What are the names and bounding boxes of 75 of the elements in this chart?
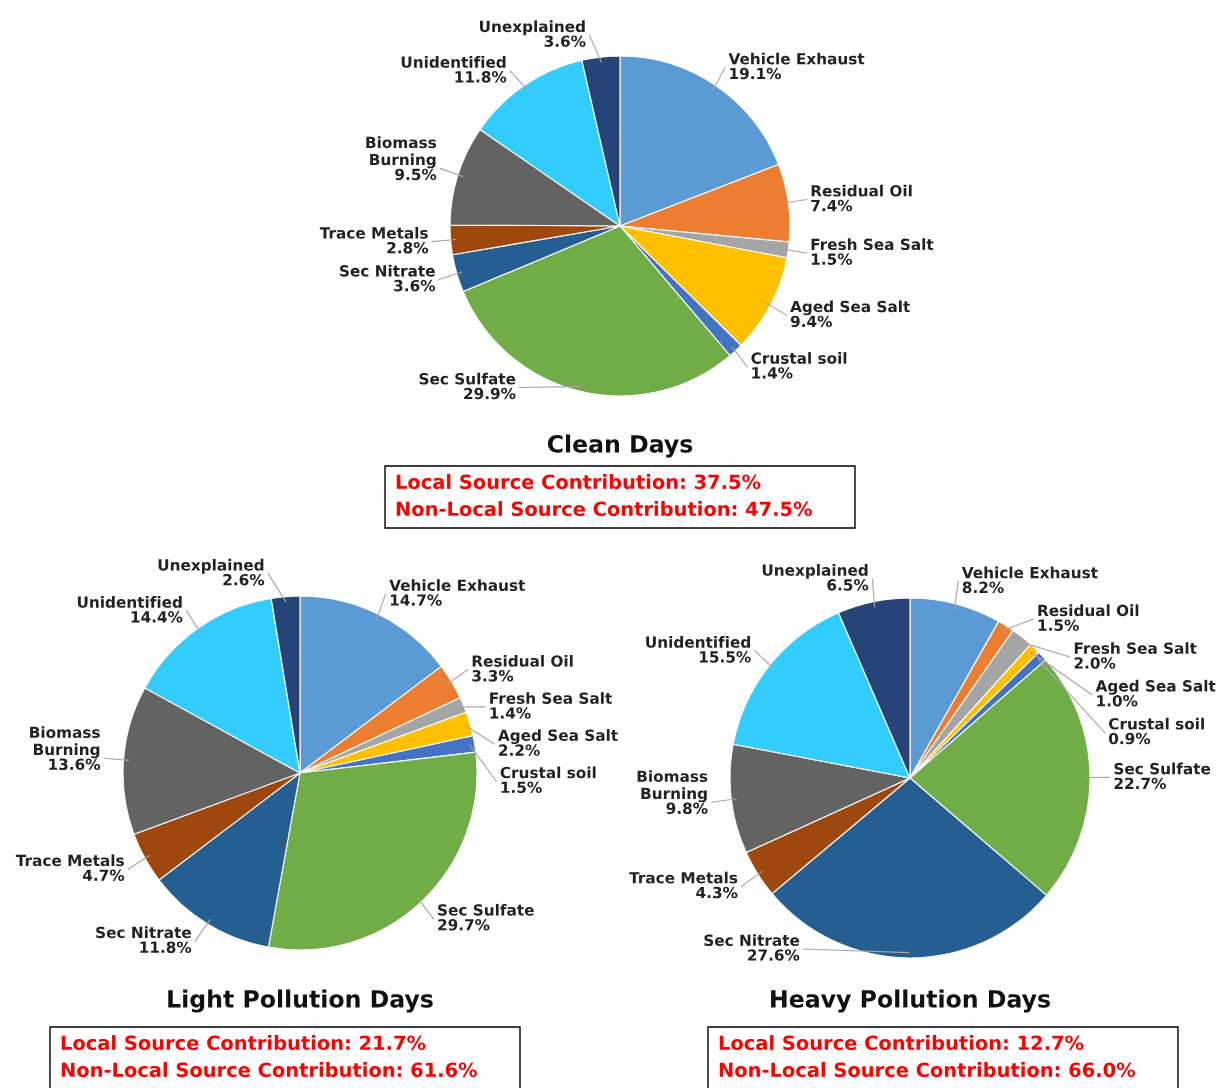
slice-label: Fresh Sea Salt: [490, 692, 612, 704]
data-label: 1.0%: [1097, 694, 1138, 707]
data-label: 3.6%: [544, 35, 586, 47]
data-label: 9.8%: [666, 802, 708, 815]
text: Light Pollution Days: [168, 989, 433, 1013]
data-label: 1.5%: [501, 781, 542, 794]
slice-label: Fresh Sea Salt: [1074, 642, 1197, 654]
slice-label: Unexplained: [480, 20, 585, 36]
text: Non-Local Source Contribution: 61.6%: [61, 1062, 477, 1078]
text: Heavy Pollution Days: [771, 989, 1050, 1013]
slice-label: Residual Oil: [811, 184, 912, 197]
slice-label: Trace Metals: [15, 854, 124, 867]
slice-label: Biomass Burning: [30, 726, 100, 759]
text: Non-Local Source Contribution: 66.0%: [719, 1062, 1135, 1078]
data-label: 9.5%: [395, 168, 437, 181]
data-label: 22.7%: [1114, 777, 1166, 790]
slice-label: Sec Sulfate: [419, 372, 516, 385]
slice-label: Unidentified: [401, 56, 506, 68]
data-label: 3.3%: [472, 670, 514, 682]
slice-label: Biomass Burning: [637, 770, 708, 803]
slice-label: Sec Nitrate: [704, 934, 800, 947]
slice-label: Sec Sulfate: [438, 903, 534, 916]
slice-label: Aged Sea Salt: [1095, 679, 1216, 695]
data-label: 9.4%: [790, 315, 832, 328]
slice-label: Biomass Burning: [366, 136, 437, 169]
data-label: 0.9%: [1108, 732, 1151, 745]
text: Local Source Contribution: 12.7%: [719, 1035, 1084, 1051]
data-label: 14.4%: [131, 611, 183, 623]
slice-label: Vehicle Exhaust: [961, 566, 1098, 579]
data-label: 29.9%: [464, 387, 516, 400]
slice-label: Sec Sulfate: [1114, 762, 1211, 775]
text: Local Source Contribution: 37.5%: [396, 474, 761, 490]
data-label: 3.6%: [394, 279, 436, 292]
data-label: 1.5%: [1038, 619, 1079, 631]
data-label: 4.3%: [696, 886, 738, 899]
slice-label: Aged Sea Salt: [497, 729, 618, 745]
data-label: 7.4%: [811, 199, 853, 212]
slice-label: Unidentified: [646, 636, 750, 648]
slice-label: Unidentified: [77, 596, 182, 608]
data-label: 6.5%: [827, 579, 869, 591]
slice-label: Crustal soil: [751, 352, 847, 364]
data-label: 29.7%: [438, 918, 490, 931]
slice-label: Unexplained: [762, 564, 868, 579]
slice-label: Trace Metals: [319, 226, 428, 239]
data-label: 27.6%: [748, 949, 800, 961]
slice-label: Residual Oil: [1038, 604, 1139, 617]
data-label: 19.1%: [730, 67, 781, 80]
data-label: 2.0%: [1074, 657, 1116, 669]
data-label: 11.8%: [455, 71, 507, 83]
slice-label: Aged Sea Salt: [790, 300, 910, 316]
data-label: 1.5%: [811, 253, 853, 265]
data-label: 8.2%: [962, 581, 1004, 594]
slice-label: Trace Metals: [629, 871, 738, 884]
slice-label: Vehicle Exhaust: [728, 52, 865, 65]
data-label: 15.5%: [699, 651, 751, 663]
data-label: 4.7%: [82, 869, 125, 881]
data-label: 2.2%: [499, 744, 540, 756]
text: Clean Days: [547, 434, 693, 458]
slice-label: Vehicle Exhaust: [389, 579, 526, 592]
slice-label: Crustal soil: [1109, 717, 1204, 730]
slice-label: Unexplained: [158, 558, 264, 574]
slice-label: Crustal soil: [500, 766, 596, 779]
data-label: 2.6%: [223, 573, 265, 586]
slice-label: Sec Nitrate: [96, 926, 191, 939]
slice-label: Fresh Sea Salt: [811, 238, 934, 251]
slice-label: Sec Nitrate: [340, 264, 435, 277]
data-label: 1.4%: [752, 367, 793, 379]
data-label: 14.7%: [390, 594, 442, 606]
text: Local Source Contribution: 21.7%: [61, 1035, 426, 1051]
data-label: 2.8%: [387, 241, 429, 254]
slice-label: Residual Oil: [472, 654, 573, 667]
data-label: 11.8%: [140, 941, 192, 953]
data-label: 1.4%: [490, 707, 531, 719]
text: Non-Local Source Contribution: 47.5%: [396, 501, 812, 517]
data-label: 13.6%: [49, 758, 101, 771]
